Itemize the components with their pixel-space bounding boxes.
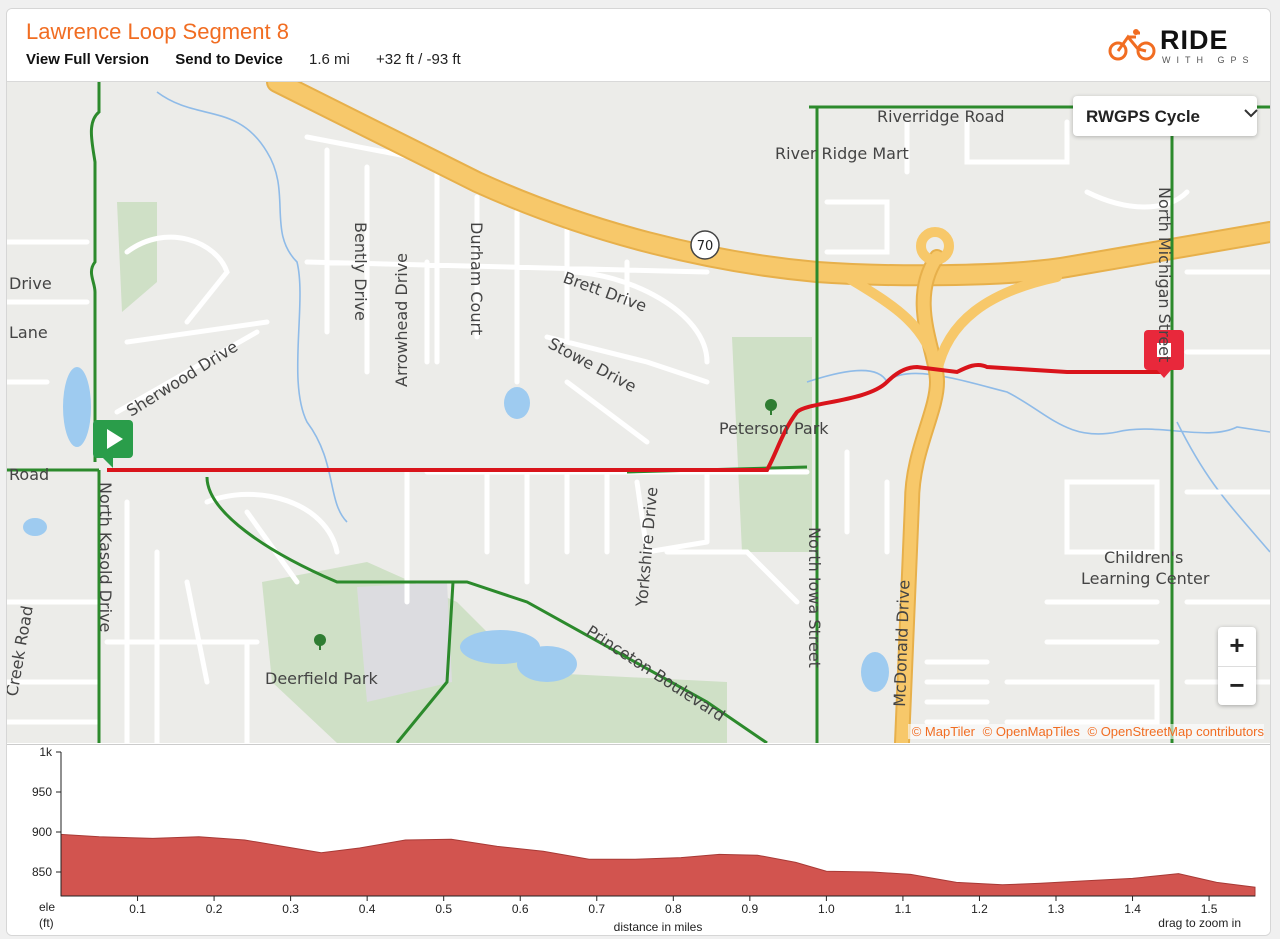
end-marker[interactable] <box>1144 330 1184 378</box>
map-canvas[interactable]: 70 Riverridge Road River Ridge Mart Nort… <box>7 82 1270 743</box>
label-drive-left: Drive <box>9 274 52 293</box>
pond <box>504 387 530 419</box>
label-riverridge: Riverridge Road <box>877 107 1005 126</box>
map-layer-select[interactable]: RWGPS Cycle <box>1073 96 1258 136</box>
y-tick-label: 850 <box>32 865 52 879</box>
route-elevation: +32 ft / -93 ft <box>376 51 461 68</box>
bike-icon <box>1108 29 1156 61</box>
label-childrens-1: Children's <box>1104 548 1183 567</box>
pond <box>861 652 889 692</box>
label-peterson-park: Peterson Park <box>719 419 829 438</box>
label-stowe: Stowe Drive <box>545 334 639 396</box>
label-road-left: Road <box>9 465 49 484</box>
school-area <box>357 582 452 702</box>
send-to-device-link[interactable]: Send to Device <box>175 51 283 68</box>
zoom-control: + − <box>1218 627 1256 705</box>
maptiler-link[interactable]: © MapTiler <box>911 724 975 739</box>
route-70-shield <box>690 230 720 260</box>
park-tree-icon <box>314 399 777 650</box>
label-mcdonald: McDonald Drive <box>890 580 913 708</box>
elevation-chart-svg[interactable]: 1k 950 900 850 0.1 0.2 0.3 0.4 0.5 0.6 0.7 0.8 0.9 1… <box>7 745 1270 936</box>
label-north-kasold: North Kasold Drive <box>96 482 115 632</box>
x-tick-label: 0.6 <box>512 902 529 916</box>
x-tick-label: 0.5 <box>435 902 452 916</box>
x-tick-label: 1.0 <box>818 902 835 916</box>
map-view[interactable]: 70 Riverridge Road River Ridge Mart Nort… <box>7 82 1270 743</box>
zoom-hint: drag to zoom in <box>1158 916 1241 930</box>
route-title: Lawrence Loop Segment 8 <box>26 19 289 44</box>
x-tick-label: 1.3 <box>1048 902 1065 916</box>
ridewithgps-logo[interactable]: RIDE WITH GPS <box>1108 25 1249 67</box>
pond <box>23 518 47 536</box>
route-line <box>107 362 1167 472</box>
highway <box>266 82 1270 743</box>
start-marker[interactable] <box>93 420 133 468</box>
label-bently: Bently Drive <box>351 222 370 321</box>
label-deerfield-park: Deerfield Park <box>265 669 379 688</box>
y-tick-label: 1k <box>39 745 53 759</box>
y-unit-bottom: (ft) <box>39 916 54 930</box>
label-river-ridge-mart: River Ridge Mart <box>775 144 909 163</box>
zoom-out-button[interactable]: − <box>1229 670 1245 700</box>
pond <box>63 367 91 447</box>
zoom-in-button[interactable]: + <box>1218 627 1256 667</box>
label-yorkshire: Yorkshire Drive <box>632 486 661 608</box>
label-north-iowa: North Iowa Street <box>805 527 824 668</box>
pond <box>460 630 540 664</box>
x-tick-label: 1.2 <box>971 902 988 916</box>
x-tick-label: 0.2 <box>206 902 223 916</box>
x-tick-label: 1.1 <box>895 902 912 916</box>
map-attribution: © MapTiler © OpenMapTiles © OpenStreetMa… <box>907 724 1265 739</box>
label-north-michigan: North Michigan Street <box>1155 187 1174 362</box>
label-durham: Durham Court <box>467 222 486 335</box>
label-childrens-2: Learning Center <box>1081 569 1210 588</box>
view-full-version-link[interactable]: View Full Version <box>26 51 150 68</box>
x-tick-label: 0.1 <box>129 902 146 916</box>
logo-text: RIDE <box>1160 25 1229 55</box>
route-meta: View Full Version Send to Device 1.6 mi … <box>26 51 483 68</box>
x-tick-label: 0.9 <box>742 902 759 916</box>
y-unit-top: ele <box>39 900 55 914</box>
x-tick-label: 1.4 <box>1124 902 1141 916</box>
label-arrowhead: Arrowhead Drive <box>392 253 411 387</box>
map-layer-value: RWGPS Cycle <box>1086 107 1201 126</box>
openmaptiles-link[interactable]: © OpenMapTiles <box>982 724 1080 739</box>
x-tick-label: 0.7 <box>588 902 605 916</box>
y-tick-label: 900 <box>32 825 52 839</box>
small-park-area <box>117 202 157 312</box>
label-lane-left: Lane <box>9 323 48 342</box>
stop-icon <box>1157 343 1171 357</box>
elevation-area <box>60 833 1256 897</box>
logo-subtext: WITH GPS <box>1162 55 1255 65</box>
header: Lawrence Loop Segment 8 View Full Versio… <box>7 9 1270 82</box>
elevation-chart[interactable]: 1k 950 900 850 0.1 0.2 0.3 0.4 0.5 0.6 0.7 0.8 0.9 1… <box>7 744 1270 936</box>
play-icon <box>107 429 123 449</box>
peterson-park-area <box>732 337 812 552</box>
x-tick-label: 0.8 <box>665 902 682 916</box>
x-tick-label: 0.4 <box>359 902 376 916</box>
app-frame: Lawrence Loop Segment 8 View Full Versio… <box>6 8 1271 936</box>
pond <box>517 646 577 682</box>
label-sherwood: Sherwood Drive <box>123 337 241 421</box>
x-tick-label: 1.5 <box>1201 902 1218 916</box>
route-distance: 1.6 mi <box>309 51 350 68</box>
y-tick-label: 950 <box>32 785 52 799</box>
openstreetmap-link[interactable]: © OpenStreetMap contributors <box>1087 724 1265 739</box>
x-axis-label: distance in miles <box>614 920 703 934</box>
route-70-label: 70 <box>697 239 714 254</box>
x-tick-label: 0.3 <box>282 902 299 916</box>
